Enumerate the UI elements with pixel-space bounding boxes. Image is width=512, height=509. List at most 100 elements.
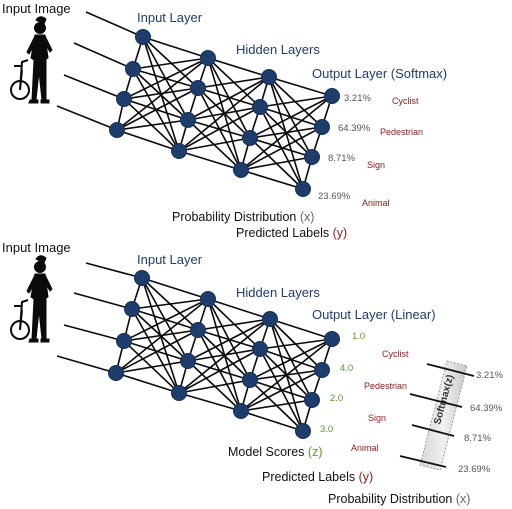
bot-node-l3-n4 — [233, 403, 249, 419]
top-node-l3-n2 — [252, 99, 268, 115]
bottom-caption-probability-var: (x) — [456, 492, 471, 506]
bot-edge — [240, 369, 323, 412]
top-edge — [132, 57, 209, 70]
bottom-caption-scores-text: Model Scores — [228, 445, 304, 459]
bottom-hidden-layers-label: Hidden Layers — [236, 285, 320, 300]
bot-edge — [259, 338, 333, 350]
bot-edge — [115, 298, 209, 374]
top-input-image-label: Input Image — [2, 1, 71, 16]
top-caption-predicted: Predicted Labels (y) — [236, 226, 347, 240]
bot-node-l2-n1 — [200, 291, 216, 307]
bot-node-l4-n4 — [295, 423, 311, 439]
top-node-l1-n3 — [116, 91, 132, 107]
top-output-label-1: Cyclist — [392, 96, 419, 106]
top-edge — [268, 76, 333, 97]
top-edge — [249, 137, 313, 158]
bot-edge — [207, 298, 271, 320]
bot-edge — [240, 338, 333, 412]
bot-edge — [269, 318, 333, 340]
bot-edge — [131, 298, 209, 310]
bot-node-l4-n1 — [324, 331, 340, 347]
bot-edge — [123, 340, 189, 362]
bottom-percent-4: 23.69% — [458, 464, 491, 475]
bottom-score-2: 4.0 — [340, 363, 353, 374]
top-network-nodes — [109, 29, 340, 197]
bot-edge — [240, 399, 313, 412]
softmax-arrows — [399, 363, 475, 468]
top-node-l4-n3 — [304, 149, 320, 165]
top-node-l4-n4 — [295, 181, 311, 197]
bot-edge — [115, 372, 180, 394]
softmax-line-2 — [409, 393, 463, 408]
bot-input-line — [73, 292, 133, 310]
top-edge — [123, 57, 209, 100]
top-input-layer-label: Input Layer — [137, 10, 203, 25]
bot-edge — [123, 329, 199, 342]
top-node-l3-n4 — [233, 162, 249, 178]
top-node-l2-n1 — [200, 50, 216, 66]
bottom-caption-predicted: Predicted Labels (y) — [262, 470, 373, 484]
bot-node-l4-n2 — [314, 362, 330, 378]
bot-input-line — [85, 262, 143, 279]
top-edge — [197, 76, 270, 89]
top-node-l3-n3 — [242, 130, 258, 146]
top-output-percent-1: 3.21% — [344, 93, 371, 104]
top-edge — [249, 95, 333, 139]
top-edge — [142, 36, 199, 89]
top-node-l1-n1 — [135, 29, 151, 45]
top-edge — [116, 129, 180, 152]
bot-node-l1-n2 — [124, 301, 140, 317]
top-input-line — [56, 105, 118, 131]
top-edge — [116, 57, 209, 131]
bot-node-l3-n1 — [262, 311, 278, 327]
top-edge — [116, 119, 189, 131]
top-network-edges — [56, 11, 333, 190]
top-caption-predicted-var: (y) — [333, 226, 348, 240]
top-output-label-2: Pedestrian — [380, 127, 423, 137]
bottom-percent-3: 8.71% — [464, 433, 491, 444]
bot-node-l2-n3 — [180, 353, 196, 369]
top-node-l4-n1 — [324, 88, 340, 104]
bottom-label-4: Animal — [351, 443, 379, 453]
bot-edge — [240, 410, 304, 432]
bot-edge — [187, 348, 261, 362]
top-output-layer-label: Output Layer (Softmax) — [312, 66, 447, 81]
bot-node-l1-n4 — [108, 365, 124, 381]
top-edge — [187, 76, 270, 121]
top-caption-probability: Probability Distribution (x) — [172, 210, 314, 224]
top-edge — [178, 76, 270, 152]
bottom-caption-scores-var: (z) — [308, 445, 323, 459]
bottom-score-4: 3.0 — [320, 424, 333, 435]
top-cyclist-silhouette-icon — [10, 16, 53, 104]
top-edge — [259, 95, 333, 108]
top-edge — [132, 68, 189, 121]
bot-edge — [123, 298, 209, 342]
top-caption-probability-text: Probability Distribution — [172, 210, 296, 224]
bottom-caption-probability-text: Probability Distribution — [328, 492, 452, 506]
bot-node-l2-n4 — [171, 385, 187, 401]
top-edge — [240, 126, 323, 171]
top-hidden-layers-label: Hidden Layers — [236, 42, 320, 57]
bot-edge — [115, 360, 189, 374]
top-node-l4-n2 — [314, 119, 330, 135]
bot-edge — [178, 379, 251, 394]
top-edge — [240, 169, 304, 190]
bot-edge — [178, 392, 242, 412]
top-output-label-3: Sign — [367, 160, 385, 170]
bottom-cyclist-silhouette-icon — [10, 255, 53, 343]
top-node-l2-n2 — [190, 80, 206, 96]
bot-edge — [249, 338, 333, 381]
top-node-l2-n3 — [180, 112, 196, 128]
bot-edge — [187, 318, 271, 362]
bot-input-line — [63, 324, 125, 342]
bot-node-l4-n3 — [304, 392, 320, 408]
top-edge — [123, 87, 199, 100]
top-output-percent-4: 23.69% — [318, 191, 351, 202]
top-edge — [178, 137, 251, 152]
top-node-l3-n1 — [261, 69, 277, 85]
top-input-line — [85, 11, 144, 38]
bot-edge — [131, 308, 199, 331]
top-node-l2-n4 — [171, 143, 187, 159]
bottom-caption-predicted-var: (y) — [359, 470, 374, 484]
